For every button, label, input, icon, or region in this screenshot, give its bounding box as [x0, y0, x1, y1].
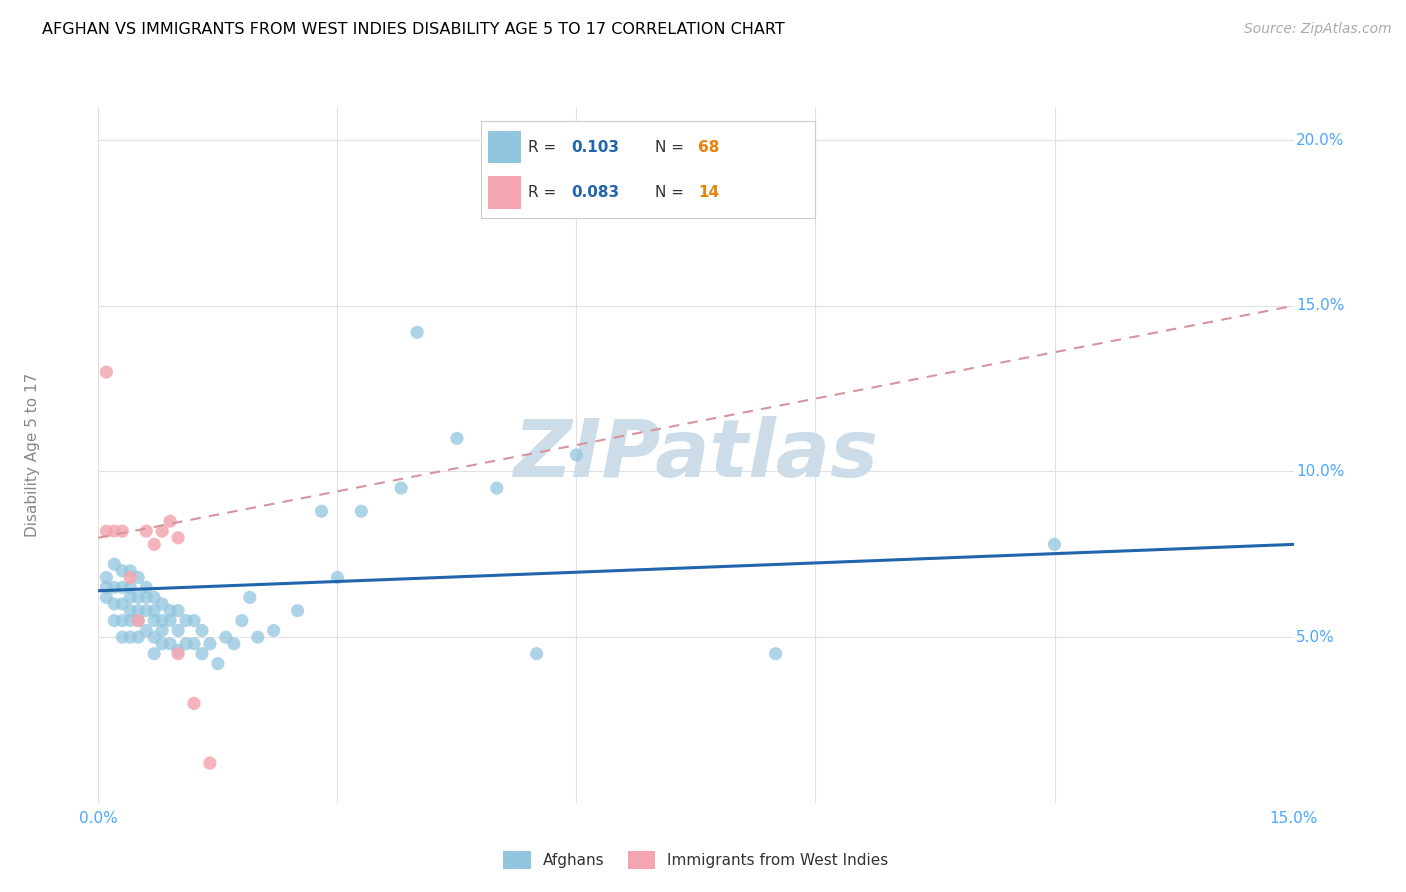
Point — [159, 637, 181, 651]
Point — [350, 504, 373, 518]
Point — [103, 614, 125, 628]
Text: 5.0%: 5.0% — [1296, 630, 1334, 645]
Point — [183, 697, 205, 711]
Point — [135, 604, 157, 618]
Point — [120, 630, 142, 644]
Point — [111, 630, 134, 644]
Point — [111, 614, 134, 628]
Point — [96, 570, 118, 584]
Point — [111, 581, 134, 595]
Point — [389, 481, 412, 495]
Point — [159, 514, 181, 528]
Point — [222, 637, 245, 651]
Point — [135, 581, 157, 595]
Point — [263, 624, 285, 638]
Point — [326, 570, 349, 584]
Point — [446, 431, 468, 445]
Point — [150, 624, 173, 638]
Point — [103, 558, 125, 572]
Point — [174, 614, 197, 628]
Text: 15.0%: 15.0% — [1296, 298, 1344, 313]
Point — [127, 570, 149, 584]
Point — [1043, 537, 1066, 551]
Point — [198, 637, 221, 651]
Point — [183, 637, 205, 651]
Point — [96, 524, 118, 538]
Point — [159, 614, 181, 628]
Point — [143, 604, 166, 618]
Text: 10.0%: 10.0% — [1296, 464, 1344, 479]
Point — [167, 604, 190, 618]
Point — [127, 614, 149, 628]
Point — [103, 581, 125, 595]
Point — [96, 365, 118, 379]
Point — [143, 537, 166, 551]
Point — [150, 597, 173, 611]
Text: Source: ZipAtlas.com: Source: ZipAtlas.com — [1244, 22, 1392, 37]
Point — [150, 637, 173, 651]
Point — [103, 524, 125, 538]
Point — [135, 524, 157, 538]
Legend: Afghans, Immigrants from West Indies: Afghans, Immigrants from West Indies — [498, 846, 894, 875]
Point — [111, 564, 134, 578]
Point — [191, 647, 214, 661]
Point — [120, 581, 142, 595]
Point — [406, 326, 429, 340]
Point — [159, 604, 181, 618]
Point — [120, 614, 142, 628]
Text: 0.0%: 0.0% — [79, 811, 118, 826]
Point — [127, 614, 149, 628]
Point — [765, 647, 787, 661]
Text: Disability Age 5 to 17: Disability Age 5 to 17 — [25, 373, 41, 537]
Point — [143, 614, 166, 628]
Point — [167, 647, 190, 661]
Point — [150, 524, 173, 538]
Point — [143, 630, 166, 644]
Point — [150, 614, 173, 628]
Text: 15.0%: 15.0% — [1270, 811, 1317, 826]
Point — [135, 624, 157, 638]
Point — [135, 591, 157, 605]
Point — [167, 531, 190, 545]
Point — [526, 647, 548, 661]
Point — [111, 597, 134, 611]
Text: AFGHAN VS IMMIGRANTS FROM WEST INDIES DISABILITY AGE 5 TO 17 CORRELATION CHART: AFGHAN VS IMMIGRANTS FROM WEST INDIES DI… — [42, 22, 785, 37]
Point — [198, 756, 221, 770]
Point — [207, 657, 229, 671]
Point — [120, 564, 142, 578]
Point — [127, 591, 149, 605]
Point — [96, 591, 118, 605]
Point — [239, 591, 262, 605]
Point — [120, 570, 142, 584]
Point — [174, 637, 197, 651]
Point — [143, 591, 166, 605]
Point — [231, 614, 253, 628]
Point — [311, 504, 333, 518]
Point — [215, 630, 238, 644]
Point — [103, 597, 125, 611]
Point — [143, 647, 166, 661]
Point — [167, 624, 190, 638]
Point — [167, 643, 190, 657]
Point — [127, 630, 149, 644]
Point — [96, 581, 118, 595]
Point — [287, 604, 309, 618]
Point — [111, 524, 134, 538]
Point — [191, 624, 214, 638]
Point — [120, 604, 142, 618]
Point — [246, 630, 269, 644]
Point — [120, 591, 142, 605]
Text: 20.0%: 20.0% — [1296, 133, 1344, 148]
Point — [183, 614, 205, 628]
Point — [127, 604, 149, 618]
Point — [565, 448, 588, 462]
Point — [485, 481, 508, 495]
Text: ZIPatlas: ZIPatlas — [513, 416, 879, 494]
